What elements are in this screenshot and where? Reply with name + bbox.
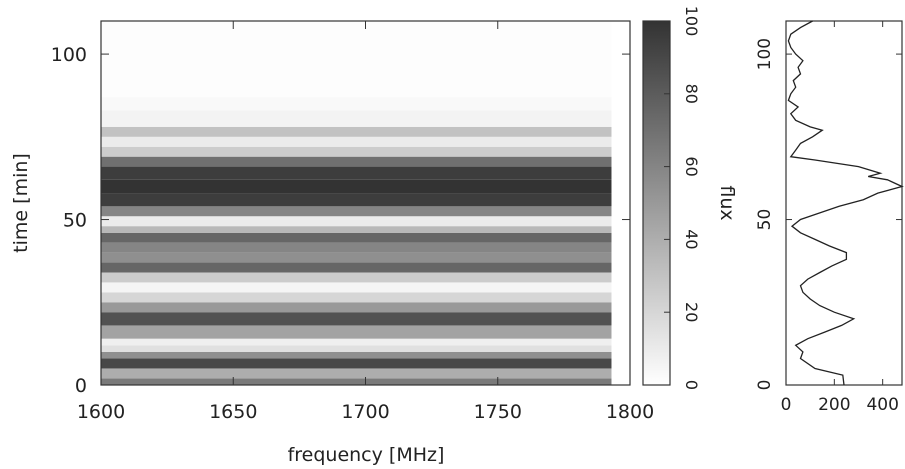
profile-x-tick-label: 400	[866, 395, 898, 415]
heatmap-x-label: frequency [MHz]	[288, 444, 445, 466]
heatmap-band	[101, 345, 612, 352]
heatmap-y-tick-label: 0	[75, 375, 87, 397]
heatmap-band	[101, 262, 612, 273]
heatmap-band	[101, 338, 612, 346]
heatmap-band	[101, 232, 612, 243]
heatmap-band	[101, 378, 612, 385]
heatmap-band	[101, 226, 612, 233]
profile-x-tick-label: 200	[818, 395, 850, 415]
heatmap-y-tick-label: 50	[63, 210, 87, 232]
heatmap-band	[101, 136, 612, 147]
colorbar-tick-label: 40	[682, 229, 701, 249]
heatmap-band	[101, 368, 612, 379]
heatmap-band	[101, 358, 612, 369]
profile-y-axis: 0 50 100	[755, 38, 902, 391]
profile-x-axis: 0 200 400	[781, 21, 899, 415]
heatmap-band	[101, 272, 612, 283]
profile-y-tick-label: 0	[755, 380, 775, 391]
colorbar-tick-label: 0	[682, 380, 701, 390]
heatmap-band	[101, 282, 612, 293]
heatmap-band	[101, 312, 612, 326]
heatmap-band	[101, 206, 612, 217]
heatmap-band	[101, 166, 612, 180]
profile-y-tick-label: 50	[755, 209, 775, 231]
heatmap-band	[101, 292, 612, 303]
heatmap-band	[101, 179, 612, 194]
heatmap-x-tick-label: 1700	[341, 401, 389, 423]
heatmap-y-axis: 0 50 100	[51, 44, 630, 397]
heatmap-band	[101, 126, 612, 137]
heatmap-x-tick-label: 1750	[474, 401, 522, 423]
colorbar-tick-label: 80	[682, 84, 701, 104]
heatmap-band	[101, 351, 612, 359]
heatmap-band	[101, 21, 612, 98]
profile-line	[787, 20, 904, 386]
heatmap-band	[101, 216, 612, 227]
heatmap-band	[101, 242, 612, 253]
heatmap-band	[101, 302, 612, 313]
heatmap-x-tick-label: 1650	[209, 401, 257, 423]
profile-panel: 0 200 400 0 50 100	[755, 20, 904, 415]
heatmap-x-axis: 1600 1650 1700 1750 1800	[77, 21, 654, 423]
profile-x-tick-label: 0	[781, 395, 792, 415]
heatmap-y-label: time [min]	[10, 153, 32, 253]
heatmap-x-tick-label: 1800	[606, 401, 654, 423]
heatmap-band	[101, 97, 612, 111]
heatmap-band	[101, 146, 612, 157]
profile-frame	[785, 20, 903, 386]
heatmap-y-tick-label: 100	[51, 44, 87, 66]
heatmap-band	[101, 252, 612, 263]
profile-y-tick-label: 100	[755, 38, 775, 70]
heatmap-panel: 1600 1650 1700 1750 1800 0 50 100 frequency [M…	[10, 20, 654, 466]
heatmap-band	[101, 156, 612, 167]
heatmap-band	[101, 325, 612, 339]
colorbar-ticks: 0 20 40 60 80 100	[664, 6, 701, 390]
colorbar-gradient	[642, 20, 671, 386]
heatmap-cells	[101, 21, 612, 385]
colorbar: 0 20 40 60 80 100 flux	[642, 6, 738, 390]
heatmap-band	[101, 110, 612, 127]
colorbar-tick-label: 100	[682, 6, 701, 37]
heatmap-band	[101, 193, 612, 207]
heatmap-x-tick-label: 1600	[77, 401, 125, 423]
colorbar-label: flux	[716, 185, 738, 220]
colorbar-tick-label: 60	[682, 156, 701, 176]
colorbar-tick-label: 20	[682, 302, 701, 322]
